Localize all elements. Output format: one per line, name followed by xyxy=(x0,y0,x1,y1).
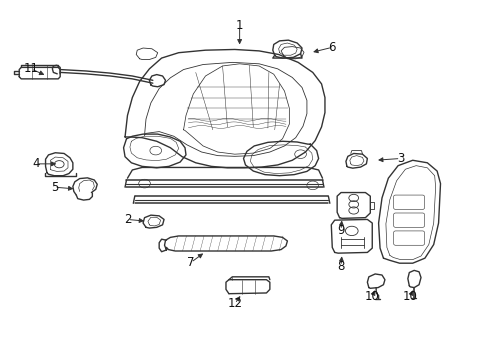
Text: 10: 10 xyxy=(402,290,417,303)
Text: 6: 6 xyxy=(328,41,335,54)
Text: 1: 1 xyxy=(235,19,243,32)
Text: 9: 9 xyxy=(337,224,344,237)
Text: 11: 11 xyxy=(23,62,39,75)
Text: 2: 2 xyxy=(123,213,131,226)
Text: 3: 3 xyxy=(396,152,404,165)
Text: 4: 4 xyxy=(32,157,40,170)
Text: 8: 8 xyxy=(337,260,344,273)
Text: 7: 7 xyxy=(187,256,194,269)
Text: 12: 12 xyxy=(227,297,242,310)
Text: 5: 5 xyxy=(51,181,58,194)
Text: 10: 10 xyxy=(364,290,379,303)
